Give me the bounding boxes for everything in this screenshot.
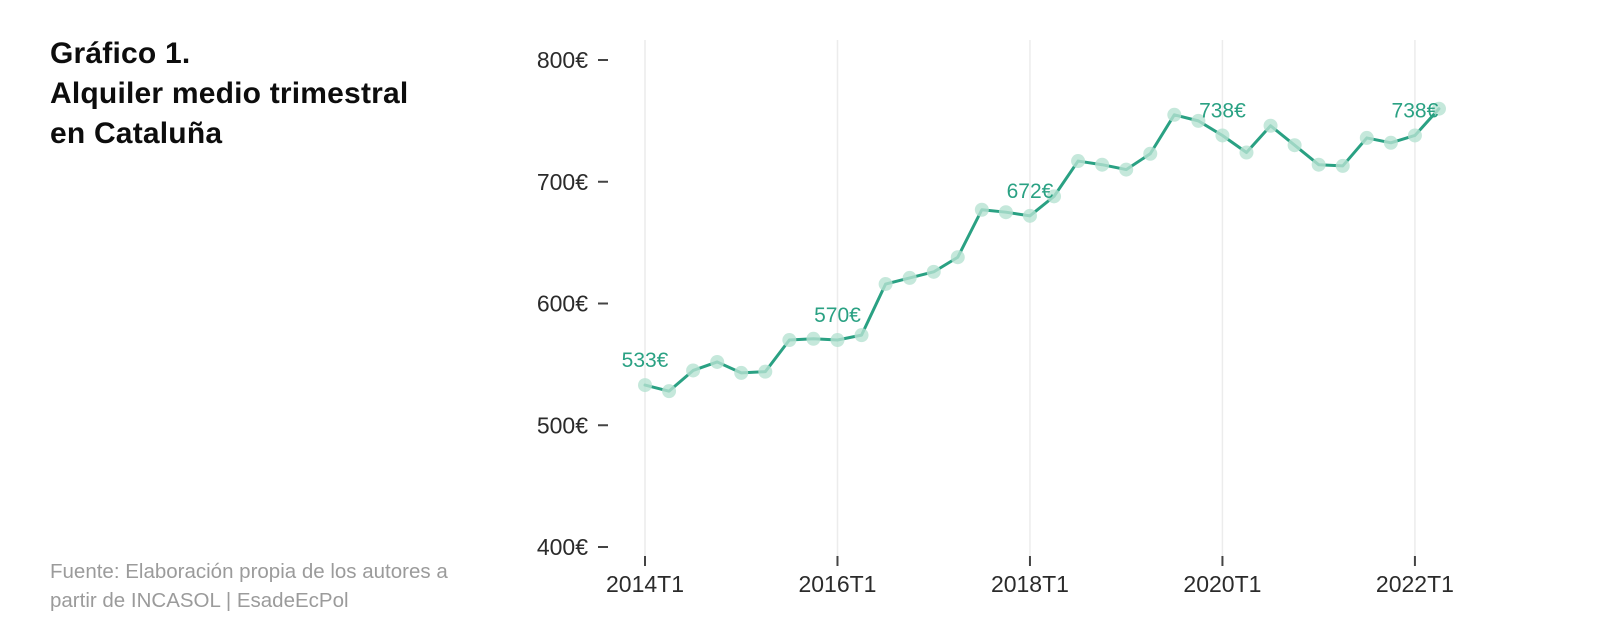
- data-point: [1215, 128, 1230, 143]
- data-point: [734, 365, 749, 380]
- chart-source: Fuente: Elaboración propia de los autore…: [50, 560, 448, 612]
- data-point: [758, 364, 773, 379]
- x-axis: 2014T1 2016T1 2018T1 2020T1 2022T1: [606, 556, 1454, 597]
- data-point: [1119, 162, 1134, 177]
- data-point: [1071, 154, 1086, 169]
- data-label: 533€: [622, 349, 669, 372]
- data-point: [974, 202, 989, 217]
- grid-lines: [644, 40, 1416, 560]
- x-axis-label: 2014T1: [606, 571, 684, 597]
- y-axis-label: 700€: [537, 169, 588, 195]
- line-chart-svg: 800€700€600€500€400€ 2014T1 2016T1 2018T1 2…: [537, 40, 1454, 597]
- data-point: [854, 328, 869, 343]
- data-point: [902, 270, 917, 285]
- data-point: [1311, 157, 1326, 172]
- trend-line: [643, 107, 1441, 393]
- data-point: [1407, 128, 1422, 143]
- x-axis-label: 2022T1: [1376, 571, 1454, 597]
- data-point: [1287, 138, 1302, 153]
- data-point: [1191, 113, 1206, 128]
- data-point: [1431, 101, 1446, 116]
- y-axis: 800€ 700€ 600€ 500€ 400€: [537, 47, 608, 560]
- y-axis-label: 500€: [537, 412, 588, 438]
- data-point: [1143, 146, 1158, 161]
- data-label: 672€: [1007, 180, 1054, 203]
- y-axis-label: 400€: [537, 534, 588, 560]
- y-axis-label: 600€: [537, 291, 588, 317]
- data-point: [926, 264, 941, 279]
- data-point: [998, 205, 1013, 220]
- data-point: [950, 250, 965, 265]
- data-point: [1359, 130, 1374, 145]
- data-point: [1239, 145, 1254, 160]
- data-point: [1095, 157, 1110, 172]
- data-point: [710, 354, 725, 369]
- data-point: [1383, 135, 1398, 150]
- data-label: 738€: [1392, 99, 1439, 122]
- data-point: [662, 384, 677, 399]
- data-point: [782, 333, 797, 348]
- data-point: [1167, 107, 1182, 122]
- data-point: [1022, 208, 1037, 223]
- data-label: 570€: [814, 304, 861, 327]
- data-point: [1047, 189, 1062, 204]
- y-axis-label: 800€: [537, 47, 588, 73]
- chart-title: Gráfico 1. Alquiler medio trimestral en …: [50, 37, 409, 150]
- data-point: [638, 378, 652, 393]
- x-axis-label: 2018T1: [991, 571, 1069, 597]
- data-point: [1335, 158, 1350, 173]
- data-point: [878, 277, 893, 292]
- x-axis-label: 2020T1: [1183, 571, 1261, 597]
- data-labels: 533€ 570€ 672€ 738€ 738€: [622, 99, 1439, 372]
- data-label: 738€: [1199, 99, 1246, 122]
- trend-polyline: [643, 107, 1441, 393]
- data-point: [1263, 118, 1278, 133]
- data-points: [638, 101, 1446, 399]
- x-axis-label: 2016T1: [798, 571, 876, 597]
- data-point: [830, 333, 845, 348]
- data-point: [806, 331, 821, 346]
- data-point: [686, 363, 701, 378]
